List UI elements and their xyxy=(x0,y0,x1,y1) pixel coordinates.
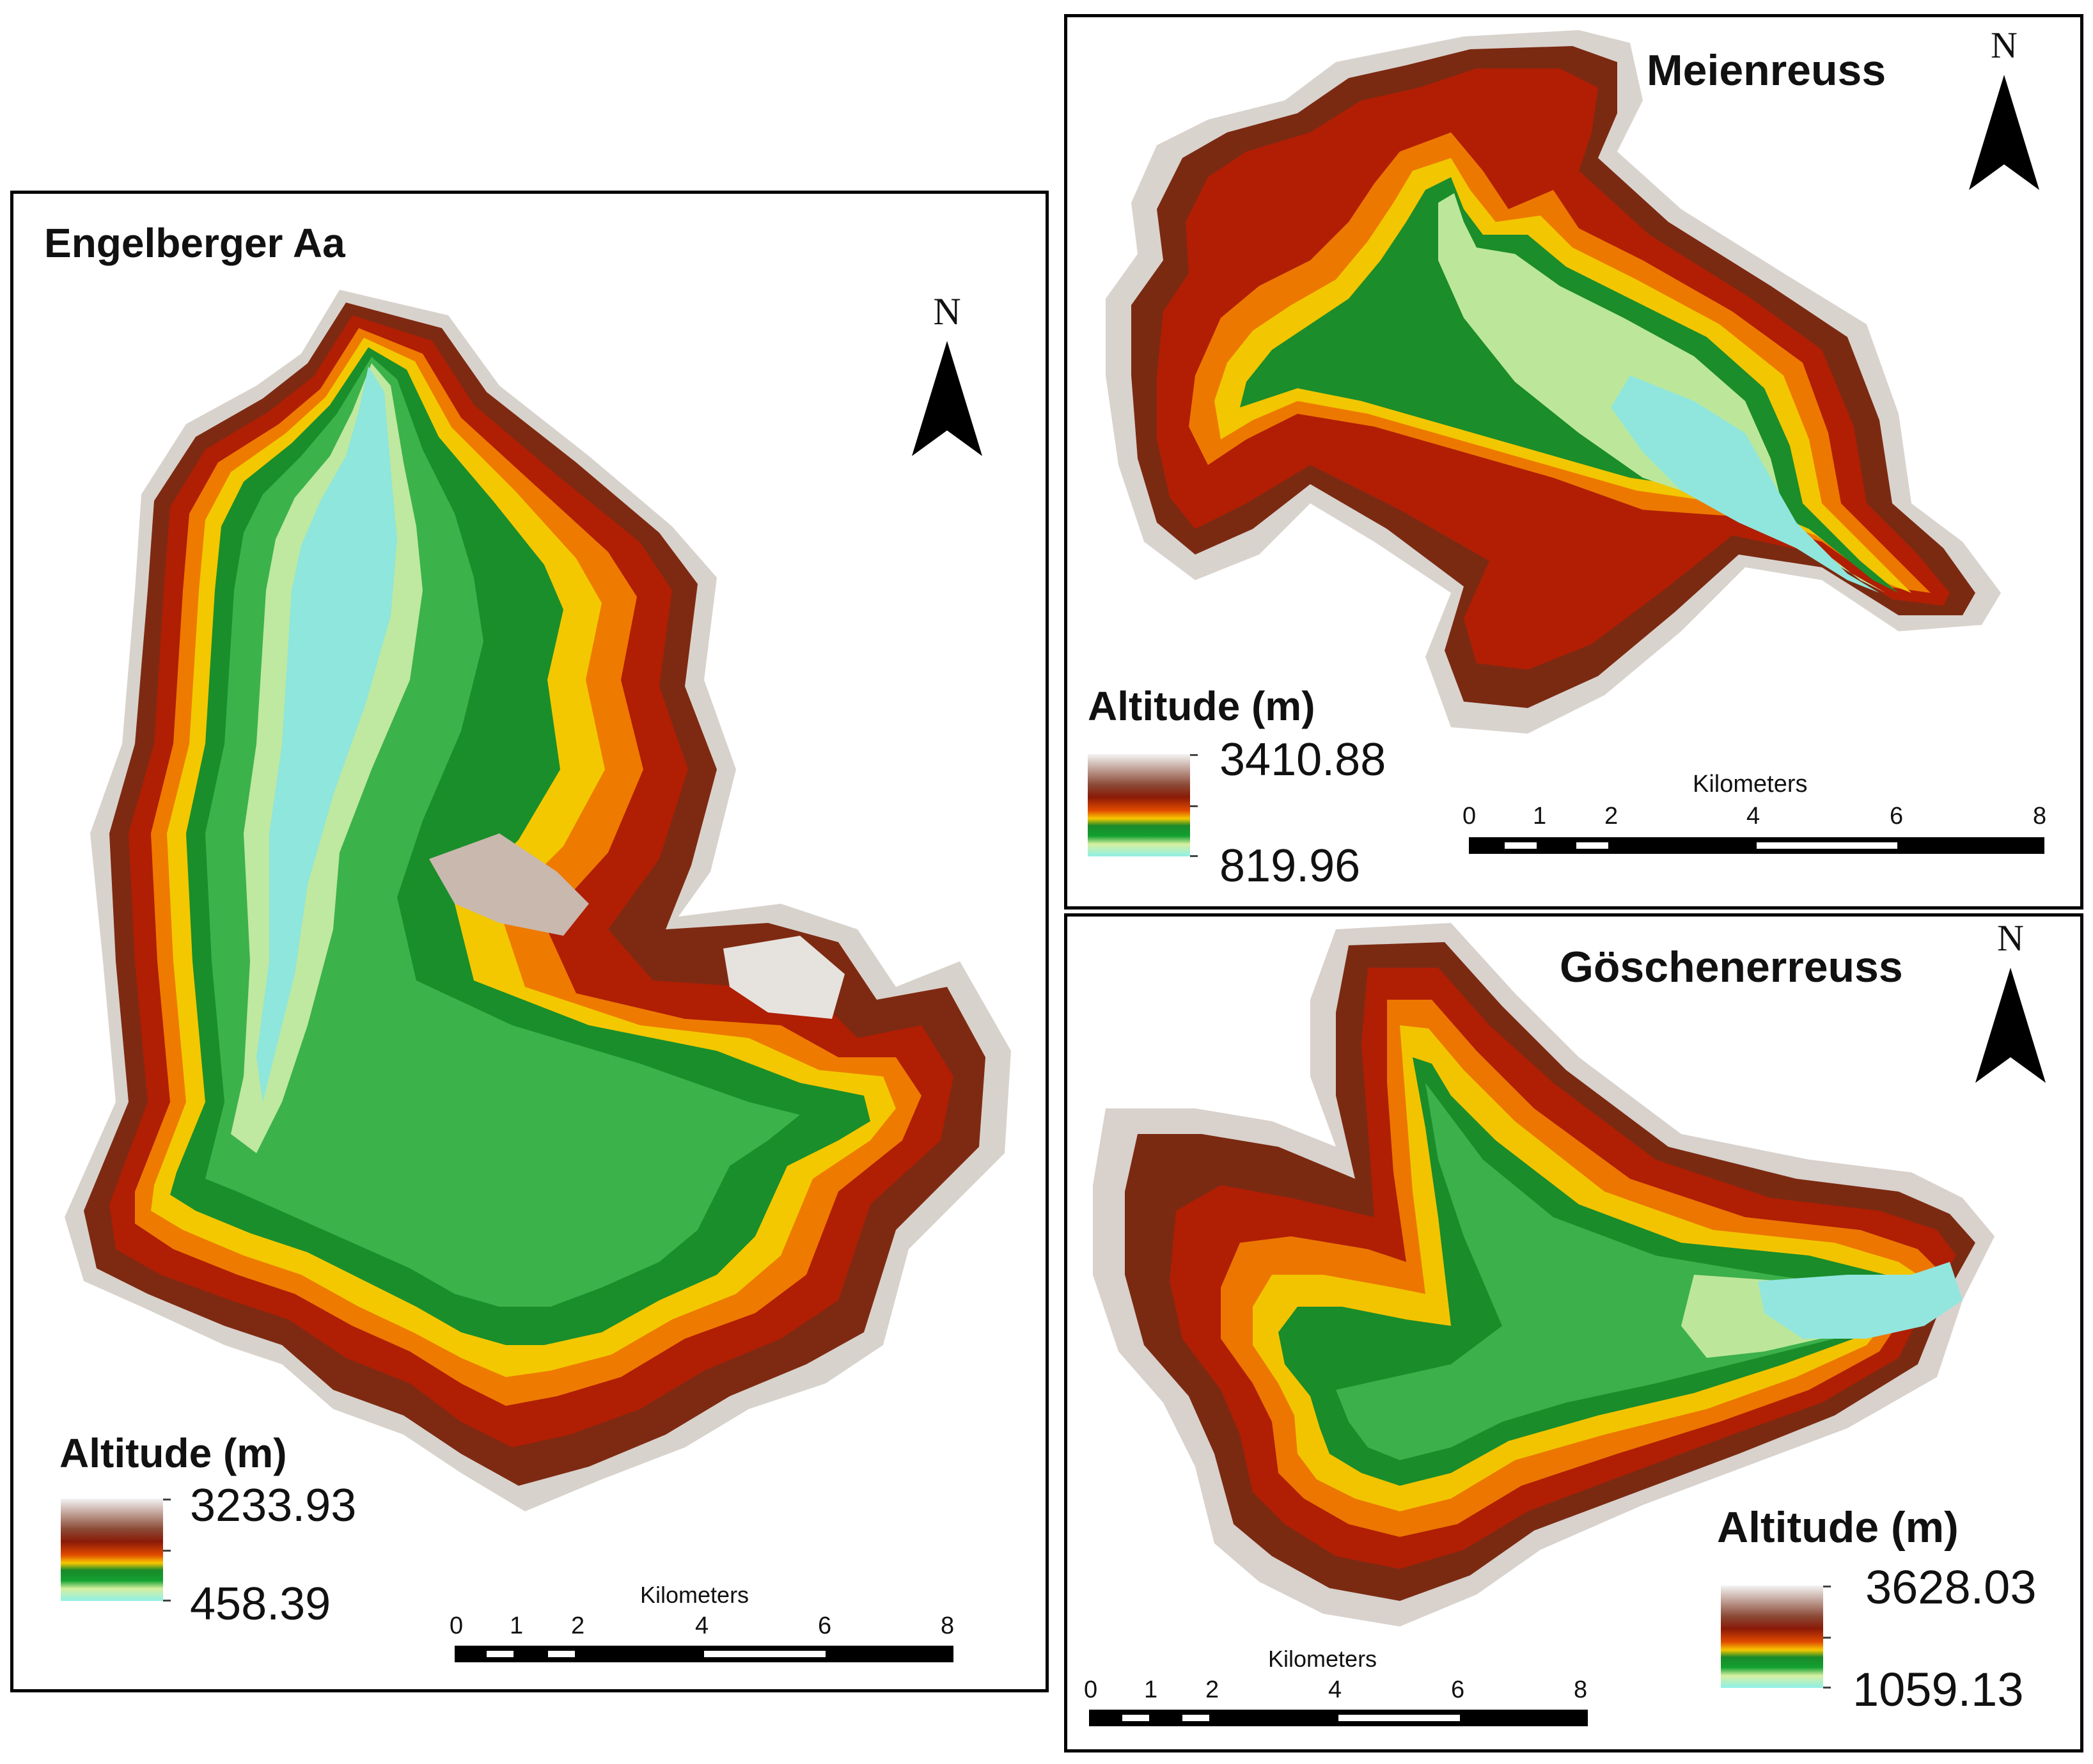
scale-tick-2: 2 xyxy=(571,1612,585,1639)
scale-bar-line xyxy=(1469,837,2044,854)
north-label: N xyxy=(933,290,961,333)
map-panel-goschenerreuss: Göschenerreuss N Altitude (m) 3628.03 10… xyxy=(1064,913,2083,1752)
north-arrow-icon xyxy=(1969,75,2039,190)
legend-tick-max xyxy=(1823,1586,1831,1587)
map-title: Meienreuss xyxy=(1647,46,1886,95)
legend-color-ramp xyxy=(1721,1586,1823,1688)
legend-max-value: 3410.88 xyxy=(1219,734,1386,785)
legend-title: Altitude (m) xyxy=(1717,1503,1959,1552)
north-arrow: N xyxy=(1969,917,2052,1102)
scale-tick-0: 0 xyxy=(450,1612,464,1639)
scale-tick-0: 0 xyxy=(1462,803,1477,830)
scale-unit-label: Kilometers xyxy=(1693,771,1808,798)
legend-tick-mid xyxy=(1190,805,1198,807)
scale-tick-2: 2 xyxy=(1205,1676,1219,1703)
scale-tick-1: 1 xyxy=(1144,1676,1158,1703)
map-title: Engelberger Aa xyxy=(44,220,345,266)
scale-tick-1: 1 xyxy=(510,1612,524,1639)
scale-bar: Kilometers 0 1 2 4 6 8 xyxy=(1462,771,2057,860)
scale-tick-6: 6 xyxy=(1451,1676,1465,1703)
scale-bar-line xyxy=(1089,1710,1588,1726)
north-arrow: N xyxy=(1963,24,2046,209)
map-title: Göschenerreuss xyxy=(1560,943,1903,991)
map-panel-meienreuss: Meienreuss N Altitude (m) 3410.88 819.96… xyxy=(1064,14,2083,910)
legend-max-value: 3628.03 xyxy=(1865,1561,2037,1614)
legend-min-value: 458.39 xyxy=(190,1579,331,1630)
legend-tick-max xyxy=(163,1499,171,1500)
legend-min-value: 819.96 xyxy=(1219,840,1361,892)
scale-tick-8: 8 xyxy=(1574,1676,1588,1703)
scale-bar: Kilometers 0 1 2 4 6 8 xyxy=(1084,1646,1601,1735)
scale-tick-6: 6 xyxy=(1890,803,1904,830)
scale-tick-8: 8 xyxy=(941,1612,955,1639)
scale-tick-8: 8 xyxy=(2033,803,2047,830)
map-panel-engelberger: Engelberger Aa N Altitude (m) 3233.93 45… xyxy=(10,191,1049,1692)
scale-tick-0: 0 xyxy=(1084,1676,1098,1703)
relief-map-engelberger xyxy=(65,290,1011,1511)
legend-tick-min xyxy=(163,1600,171,1602)
scale-tick-6: 6 xyxy=(818,1612,832,1639)
north-arrow-icon xyxy=(1975,968,2046,1083)
scale-unit-label: Kilometers xyxy=(640,1582,749,1608)
relief-map-meienreuss xyxy=(1106,30,2001,734)
north-label: N xyxy=(1997,917,2024,959)
north-arrow: N xyxy=(902,290,992,475)
north-label: N xyxy=(1991,24,2018,66)
relief-map-goschenerreuss xyxy=(1093,923,1995,1626)
legend-tick-min xyxy=(1190,855,1198,857)
scale-tick-2: 2 xyxy=(1604,803,1619,830)
scale-unit-label: Kilometers xyxy=(1268,1646,1377,1672)
scale-tick-4: 4 xyxy=(1328,1676,1342,1703)
north-arrow-icon xyxy=(912,341,982,456)
scale-bar-line xyxy=(455,1646,953,1662)
legend-tick-max xyxy=(1190,754,1198,756)
legend-tick-min xyxy=(1823,1687,1831,1689)
legend-color-ramp xyxy=(1088,754,1190,856)
scale-tick-1: 1 xyxy=(1533,803,1547,830)
legend-title: Altitude (m) xyxy=(59,1430,287,1476)
legend-color-ramp xyxy=(61,1499,163,1601)
legend-tick-mid xyxy=(163,1550,171,1552)
legend-min-value: 1059.13 xyxy=(1853,1663,2024,1716)
legend-tick-mid xyxy=(1823,1637,1831,1639)
legend-title: Altitude (m) xyxy=(1088,683,1315,729)
scale-tick-4: 4 xyxy=(1746,803,1760,830)
scale-tick-4: 4 xyxy=(695,1612,709,1639)
scale-bar: Kilometers 0 1 2 4 6 8 xyxy=(450,1582,966,1671)
legend-max-value: 3233.93 xyxy=(190,1480,357,1531)
